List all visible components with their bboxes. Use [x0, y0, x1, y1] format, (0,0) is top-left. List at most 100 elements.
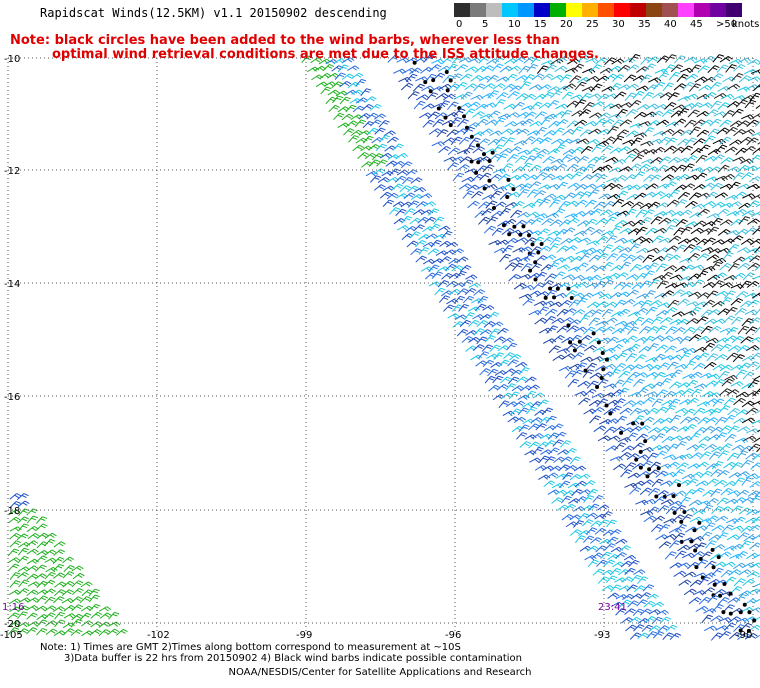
wind-barb	[652, 146, 666, 154]
wind-barb	[513, 140, 528, 146]
wind-barb	[680, 226, 693, 235]
wind-barb	[80, 620, 94, 627]
wind-barb	[651, 92, 665, 99]
wind-barb	[628, 559, 640, 568]
wind-barb	[17, 516, 29, 524]
wind-barb	[668, 540, 681, 549]
wind-barb	[568, 237, 582, 244]
wind-barb	[625, 109, 638, 117]
wind-barb	[502, 83, 516, 91]
wind-barb	[634, 372, 648, 379]
wind-barb	[339, 80, 352, 88]
wind-barb	[474, 210, 487, 218]
wind-barb	[549, 236, 562, 246]
wind-barb	[569, 473, 582, 481]
wind-barb	[740, 238, 754, 245]
wind-barb	[524, 111, 537, 119]
wind-barb	[699, 372, 713, 379]
wind-barb	[720, 443, 733, 451]
wind-barb	[677, 544, 691, 552]
wind-barb	[724, 146, 738, 154]
wind-barb	[720, 202, 734, 209]
wind-barb	[606, 177, 620, 183]
wind-barb	[587, 189, 600, 198]
wind-barb	[621, 617, 634, 624]
wind-barb	[655, 325, 668, 334]
wind-barb	[655, 470, 668, 478]
wind-barb	[623, 74, 637, 83]
wind-barb	[699, 451, 712, 460]
wind-barb	[524, 252, 536, 261]
note-line-2: optimal wind retrieval conditions are me…	[52, 47, 599, 62]
wind-barb	[455, 81, 468, 91]
wind-barb	[619, 227, 633, 234]
wind-barb	[747, 262, 760, 270]
wind-barb	[36, 627, 48, 636]
wind-barb	[522, 298, 535, 306]
wind-barb	[582, 519, 594, 527]
legend-tick-label: 25	[586, 19, 599, 30]
wind-barb	[556, 181, 569, 191]
wind-barb	[462, 108, 476, 119]
wind-barb	[614, 174, 627, 182]
wind-barb	[488, 239, 502, 246]
wind-barb	[547, 100, 560, 109]
wind-barb	[562, 353, 576, 360]
wind-barb	[639, 237, 654, 244]
wind-barb	[623, 254, 636, 263]
wind-barb	[546, 472, 559, 479]
wind-barb	[645, 103, 659, 110]
wind-barb	[320, 86, 332, 95]
wind-barb	[467, 57, 482, 64]
legend-color-bar	[454, 3, 742, 17]
wind-barb	[716, 551, 732, 560]
wind-barb	[36, 523, 48, 531]
wind-barb	[668, 381, 682, 389]
wind-barb	[703, 91, 717, 100]
wind-barb	[656, 183, 670, 189]
wind-barb	[464, 287, 477, 296]
wind-barb	[501, 227, 515, 236]
wind-barb	[736, 247, 751, 253]
wind-barb	[591, 101, 605, 108]
wind-barb	[535, 126, 548, 136]
wind-barb	[567, 156, 581, 162]
wind-barb	[756, 186, 760, 189]
wind-barb	[526, 63, 539, 73]
wind-barb	[634, 354, 647, 363]
wind-barb	[542, 156, 555, 164]
wind-barb	[747, 607, 760, 615]
wind-barb	[98, 606, 112, 612]
wind-barb	[624, 482, 638, 489]
wind-barb	[584, 218, 598, 227]
wind-barb	[591, 291, 605, 297]
wind-barb	[538, 327, 553, 334]
wind-barb	[597, 112, 611, 120]
wind-barb	[674, 164, 687, 173]
wind-barb	[718, 630, 732, 639]
wind-barb	[635, 226, 648, 236]
wind-barb	[669, 175, 683, 182]
wind-barb	[752, 616, 760, 623]
wind-barb	[580, 174, 593, 182]
wind-barb	[494, 186, 508, 192]
wind-barb	[487, 173, 502, 183]
wind-barb	[609, 183, 623, 191]
wind-barb	[573, 230, 587, 237]
wind-barb	[438, 225, 451, 232]
wind-barb	[621, 378, 634, 387]
wind-barb	[574, 99, 587, 108]
wind-barb	[547, 148, 561, 156]
wind-barb	[614, 91, 627, 99]
wind-barb	[700, 119, 714, 127]
wind-barb	[572, 506, 586, 512]
wind-barb	[720, 487, 733, 496]
wind-barb	[612, 74, 625, 82]
wind-barb	[459, 264, 472, 272]
swath-time-label: 1:16	[2, 602, 24, 613]
wind-barb	[611, 58, 625, 65]
wind-barb	[579, 191, 592, 200]
wind-barb	[712, 363, 726, 371]
wind-barb	[315, 81, 328, 88]
wind-barb	[707, 65, 720, 74]
